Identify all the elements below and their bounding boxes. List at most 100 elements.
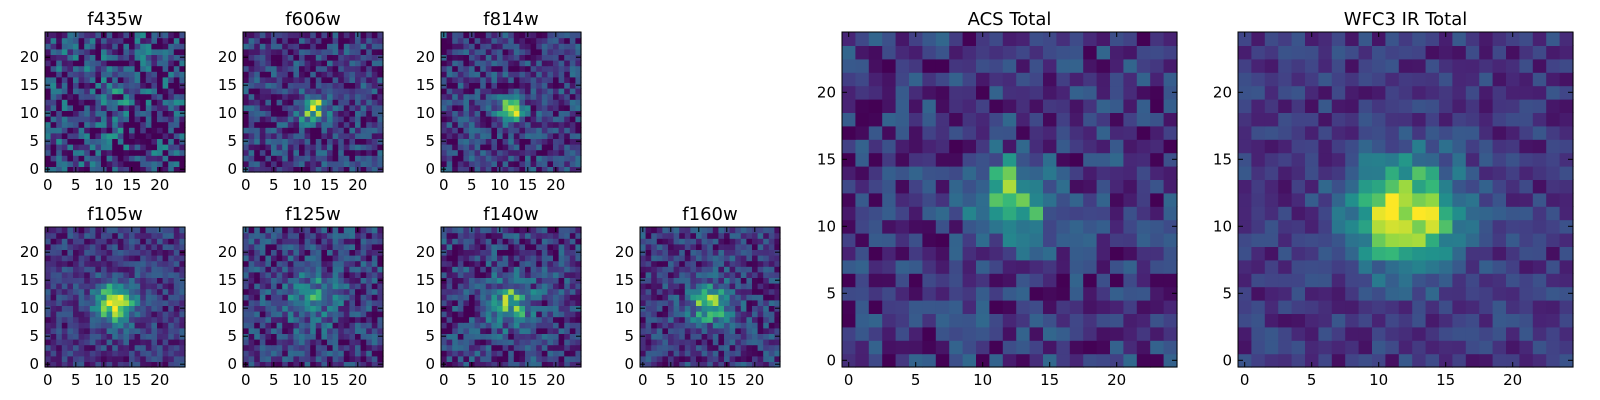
heatmap-cell — [541, 283, 548, 290]
heatmap-cell — [1056, 340, 1071, 355]
heatmap-cell — [162, 294, 169, 301]
heatmap-cell — [740, 311, 747, 318]
heatmap-cell — [922, 179, 937, 194]
heatmap-cell — [179, 288, 186, 295]
heatmap-cell — [696, 350, 703, 357]
heatmap-cell — [157, 132, 164, 139]
heatmap-cell — [525, 99, 532, 106]
heatmap-cell — [774, 299, 781, 306]
heatmap-cell — [84, 260, 91, 267]
heatmap-cell — [95, 88, 102, 95]
heatmap-cell — [1150, 353, 1165, 368]
heatmap-cell — [50, 48, 57, 55]
heatmap-cell — [441, 350, 448, 357]
heatmap-cell — [774, 294, 781, 301]
heatmap-cell — [485, 82, 492, 89]
heatmap-cell — [140, 322, 147, 329]
heatmap-cell — [463, 116, 470, 123]
heatmap-cell — [513, 266, 520, 273]
heatmap-cell — [162, 238, 169, 245]
heatmap-cell — [768, 266, 775, 273]
heatmap-cell — [179, 65, 186, 72]
heatmap-cell — [355, 355, 362, 362]
heatmap-cell — [50, 116, 57, 123]
heatmap-cell — [729, 238, 736, 245]
heatmap-cell — [1110, 313, 1124, 328]
heatmap-cell — [480, 283, 487, 290]
heatmap-cell — [95, 76, 102, 83]
heatmap-cell — [740, 305, 747, 312]
heatmap-cell — [173, 339, 180, 346]
heatmap-cell — [271, 48, 278, 55]
heatmap-cell — [452, 54, 459, 61]
heatmap-cell — [129, 232, 136, 239]
heatmap-cell — [162, 144, 169, 151]
heatmap-cell — [377, 99, 384, 106]
heatmap-cell — [502, 333, 509, 340]
heatmap-cell — [485, 155, 492, 162]
heatmap-cell — [151, 288, 158, 295]
heatmap-cell — [304, 149, 311, 156]
heatmap-cell — [73, 294, 80, 301]
heatmap-cell — [157, 316, 164, 323]
heatmap-cell — [1083, 166, 1098, 180]
heatmap-cell — [558, 99, 565, 106]
heatmap-cell — [441, 355, 448, 362]
heatmap-cell — [525, 333, 532, 340]
heatmap-cell — [679, 333, 686, 340]
heatmap-cell — [145, 327, 152, 334]
heatmap-cell — [480, 227, 487, 234]
heatmap-cell — [95, 110, 102, 117]
heatmap-cell — [541, 144, 548, 151]
heatmap-cell — [106, 116, 113, 123]
heatmap-cell — [265, 144, 272, 151]
heatmap-cell — [327, 322, 334, 329]
heatmap-cell — [338, 60, 345, 67]
heatmap-cell — [519, 110, 526, 117]
heatmap-cell — [469, 43, 476, 50]
heatmap-cell — [56, 243, 63, 250]
heatmap-cell — [735, 255, 742, 262]
heatmap-cell — [129, 76, 136, 83]
heatmap-cell — [1002, 233, 1017, 247]
heatmap-cell — [513, 288, 520, 295]
heatmap-cell — [645, 238, 652, 245]
heatmap-cell — [1123, 233, 1138, 247]
heatmap-cell — [145, 54, 152, 61]
heatmap-cell — [855, 192, 870, 207]
heatmap-cell — [553, 277, 560, 284]
heatmap-cell — [525, 277, 532, 284]
heatmap-cell — [491, 155, 498, 162]
heatmap-cell — [173, 99, 180, 106]
heatmap-cell — [145, 166, 152, 173]
heatmap-cell — [718, 266, 725, 273]
heatmap-cell — [315, 339, 322, 346]
heatmap-cell — [474, 54, 481, 61]
heatmap-cell — [662, 350, 669, 357]
heatmap-cell — [45, 350, 52, 357]
heatmap-cell — [134, 311, 141, 318]
heatmap-cell — [78, 93, 85, 100]
heatmap-cell — [525, 48, 532, 55]
heatmap-cell — [173, 327, 180, 334]
heatmap-cell — [89, 32, 96, 39]
heatmap-cell — [168, 227, 175, 234]
heatmap-cell — [282, 344, 289, 351]
heatmap-cell — [536, 127, 543, 134]
heatmap-cell — [536, 333, 543, 340]
heatmap-cell — [1056, 286, 1071, 301]
heatmap-cell — [310, 361, 317, 368]
heatmap-cell — [145, 339, 152, 346]
heatmap-cell — [343, 361, 350, 368]
heatmap-cell — [701, 288, 708, 295]
heatmap-cell — [265, 260, 272, 267]
heatmap-cell — [935, 179, 950, 194]
heatmap-cell — [1150, 192, 1165, 207]
heatmap-cell — [564, 99, 571, 106]
plot-frame — [440, 31, 582, 173]
heatmap-cell — [315, 255, 322, 262]
heatmap-cell — [129, 121, 136, 128]
heatmap-cell — [575, 294, 582, 301]
heatmap-cell — [259, 37, 266, 44]
heatmap-cell — [441, 37, 448, 44]
